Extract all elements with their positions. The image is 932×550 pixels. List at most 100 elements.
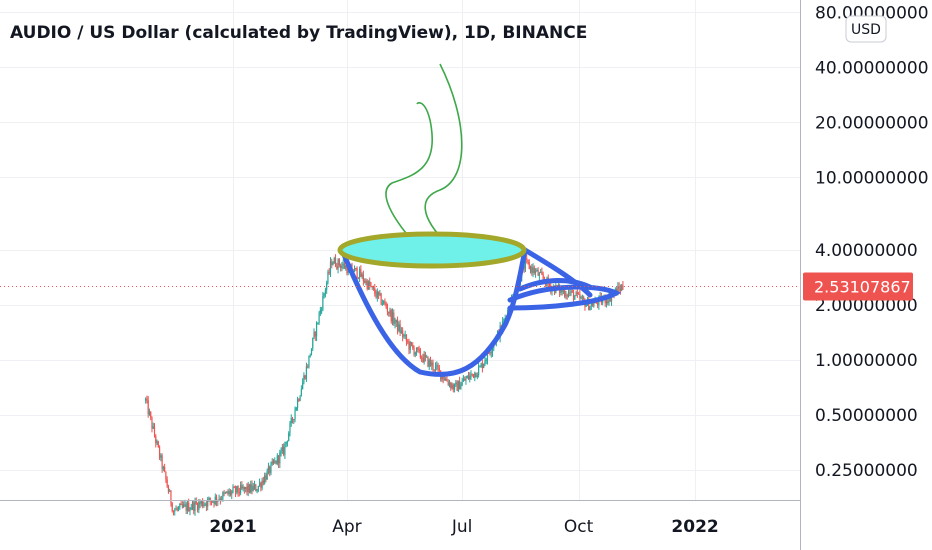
candle-body <box>441 375 443 380</box>
candle-body <box>241 485 243 489</box>
candle-body <box>198 502 200 510</box>
candle-body <box>412 344 414 348</box>
candle-body <box>534 270 537 274</box>
candle-body <box>223 492 225 494</box>
candle-body <box>355 267 357 269</box>
candle-body <box>267 466 270 471</box>
candle-body <box>385 303 387 308</box>
candle-body <box>231 491 233 495</box>
candle-body <box>304 375 306 379</box>
candle-body <box>621 285 623 291</box>
candle-body <box>383 301 385 304</box>
candle-body <box>602 299 604 303</box>
candle-body <box>491 347 494 353</box>
candle-body <box>455 382 457 385</box>
candle-body <box>338 259 340 266</box>
candle-body <box>294 410 296 420</box>
candle-body <box>162 467 164 469</box>
candle-body <box>450 382 452 389</box>
candle-body <box>258 482 261 486</box>
candle-body <box>174 510 176 512</box>
candle-body <box>265 475 267 480</box>
candle-body <box>193 502 195 511</box>
candle-body <box>246 486 248 492</box>
candle-body <box>527 259 529 263</box>
candle-body <box>177 507 180 509</box>
candle-body <box>394 322 396 324</box>
candle-body <box>438 368 440 371</box>
candle-body <box>560 288 562 293</box>
candle-body <box>469 375 471 380</box>
candle-body <box>531 266 533 273</box>
candle-body <box>617 286 619 296</box>
candle-body <box>166 479 168 487</box>
candle-body <box>466 375 468 379</box>
candle-body <box>380 293 382 305</box>
candle-body <box>564 290 566 297</box>
last-price-label-text: 2.53107867 <box>814 278 911 297</box>
chart-title: AUDIO / US Dollar (calculated by Trading… <box>10 23 587 43</box>
candle-body <box>590 303 592 307</box>
candle-body <box>431 362 433 366</box>
candle-body <box>203 504 205 507</box>
currency-button[interactable]: USD <box>845 15 887 43</box>
candle-body <box>619 288 621 291</box>
candle-body <box>384 301 386 304</box>
candle-body <box>250 484 252 493</box>
candle-body <box>176 508 178 510</box>
candle-body <box>153 426 156 436</box>
candle-body <box>417 347 419 350</box>
candle-body <box>400 330 402 333</box>
candle-body <box>357 277 359 279</box>
candle-body <box>345 265 347 269</box>
x-tick-label: 2021 <box>209 517 256 537</box>
currency-label[interactable]: USD <box>851 22 881 38</box>
candle-body <box>324 289 327 294</box>
candle-body <box>483 363 485 369</box>
candle-body <box>151 417 153 429</box>
candle-body <box>270 463 272 473</box>
currency-button-bg[interactable] <box>845 15 887 43</box>
candle-body <box>460 385 462 390</box>
candle-body <box>404 334 406 336</box>
candle-body <box>424 354 427 357</box>
candle-body <box>340 265 342 269</box>
candle-body <box>442 375 444 380</box>
candle-body <box>315 322 318 337</box>
candle-body <box>186 502 189 511</box>
candle-body <box>475 372 477 378</box>
candle-body <box>196 503 199 510</box>
candle-body <box>379 293 381 295</box>
candle-body <box>576 292 578 294</box>
candle-body <box>583 296 585 300</box>
candle-body <box>312 337 314 349</box>
steam-line-right <box>424 63 463 246</box>
candle-body <box>199 502 201 504</box>
candle-body <box>369 281 371 286</box>
candle-body <box>471 373 473 375</box>
candle-body <box>257 485 259 491</box>
candle-body <box>260 482 262 488</box>
candle-body <box>200 501 202 504</box>
candle-body <box>396 319 399 331</box>
candle-body <box>386 307 389 313</box>
candle-body <box>361 274 363 277</box>
candle-body <box>486 350 489 360</box>
candle-body <box>443 379 446 381</box>
candle-body <box>437 365 439 369</box>
candle-body <box>291 417 294 420</box>
candle-body <box>336 266 338 269</box>
candle-body <box>575 292 577 297</box>
y-tick-label: 20.00000000 <box>815 113 929 133</box>
candle-body <box>413 347 415 355</box>
candle-body <box>238 492 240 494</box>
candle-body <box>524 257 527 270</box>
candle-body <box>618 286 620 289</box>
candle-body <box>414 352 416 355</box>
candle-body <box>229 491 232 495</box>
candle-body <box>181 504 183 507</box>
y-tick-label: 80.00000000 <box>815 3 929 23</box>
candle-body <box>248 484 251 493</box>
